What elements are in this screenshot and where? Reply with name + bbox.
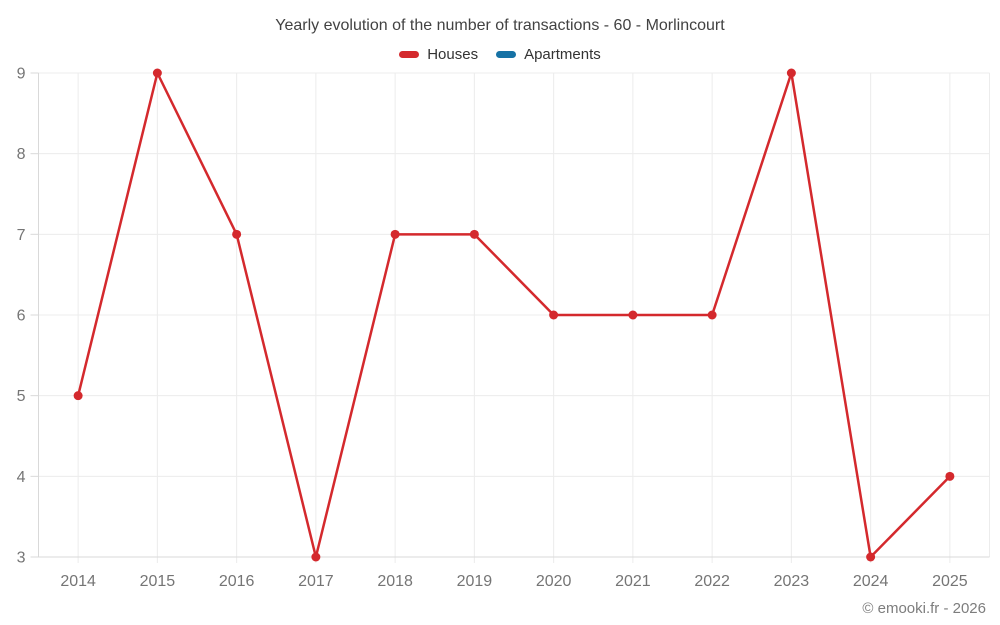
chart-title: Yearly evolution of the number of transa… xyxy=(275,17,725,34)
x-tick-label: 2024 xyxy=(853,573,889,590)
x-tick-label: 2015 xyxy=(140,573,176,590)
houses-data-point-2021[interactable] xyxy=(628,310,638,320)
x-tick-label: 2016 xyxy=(219,573,255,590)
houses-series-swatch-icon xyxy=(399,51,420,58)
houses-data-point-2014[interactable] xyxy=(73,391,83,401)
houses-data-point-2018[interactable] xyxy=(390,229,400,239)
watermark: © emooki.fr - 2026 xyxy=(862,600,986,617)
x-tick-label: 2014 xyxy=(60,573,96,590)
legend-item-apartments[interactable]: Apartments xyxy=(496,46,601,63)
x-tick-label: 2019 xyxy=(457,573,493,590)
y-tick-label: 7 xyxy=(17,227,26,244)
x-tick-label: 2018 xyxy=(377,573,413,590)
x-tick-label: 2025 xyxy=(932,573,968,590)
apartments-series-swatch-icon xyxy=(496,51,517,58)
houses-data-point-2020[interactable] xyxy=(549,310,559,320)
y-tick-label: 4 xyxy=(17,469,26,486)
houses-data-point-2023[interactable] xyxy=(786,68,796,78)
x-tick-label: 2017 xyxy=(298,573,334,590)
y-tick-label: 6 xyxy=(17,308,26,325)
houses-line xyxy=(76,71,952,559)
legend-label-apartments: Apartments xyxy=(524,46,601,63)
x-tick-label: 2022 xyxy=(694,573,730,590)
houses-data-point-2015[interactable] xyxy=(152,68,162,78)
x-tick-label: 2020 xyxy=(536,573,572,590)
legend: Houses Apartments xyxy=(0,46,1000,63)
houses-data-point-2016[interactable] xyxy=(232,229,242,239)
y-tick-label: 9 xyxy=(17,66,26,83)
legend-label-houses: Houses xyxy=(427,46,479,63)
y-tick-label: 5 xyxy=(17,388,26,405)
houses-data-point-2017[interactable] xyxy=(311,552,321,562)
legend-item-houses[interactable]: Houses xyxy=(399,46,478,63)
x-tick-label: 2023 xyxy=(774,573,810,590)
houses-data-point-2022[interactable] xyxy=(707,310,717,320)
houses-data-point-2019[interactable] xyxy=(469,229,479,239)
y-tick-label: 3 xyxy=(17,550,26,567)
y-tick-label: 8 xyxy=(17,146,26,163)
houses-data-point-2025[interactable] xyxy=(945,471,955,481)
houses-data-point-2024[interactable] xyxy=(866,552,876,562)
x-tick-label: 2021 xyxy=(615,573,651,590)
